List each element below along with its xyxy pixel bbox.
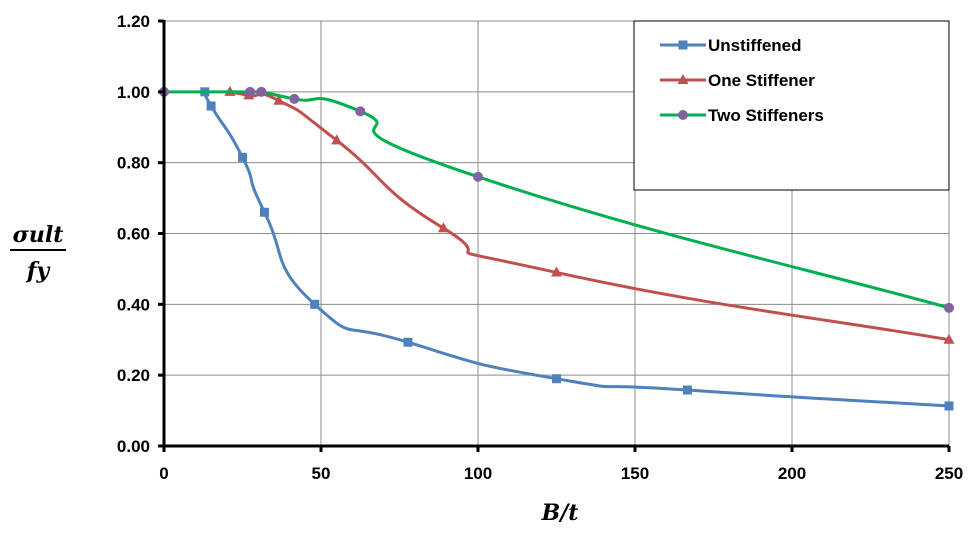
x-tick-label: 100 xyxy=(464,464,492,483)
data-point-triangle xyxy=(331,134,343,145)
legend-item: Unstiffened xyxy=(660,36,802,55)
data-point-square xyxy=(310,299,320,309)
y-tick-label: 0.40 xyxy=(117,295,150,314)
y-tick-label: 0.00 xyxy=(117,437,150,456)
series-two-stiffeners xyxy=(159,86,954,313)
legend-item: Two Stiffeners xyxy=(660,106,824,125)
data-point-triangle xyxy=(677,74,689,84)
axes xyxy=(158,19,951,452)
tick-labels: 0 50 100 150 200 250 0.00 0.20 0.40 0.60 0.80 1.00 1… xyxy=(117,12,963,483)
data-point-circle xyxy=(245,86,256,97)
data-point-square xyxy=(238,152,247,162)
data-point-triangle xyxy=(437,222,449,233)
data-point-circle xyxy=(678,110,688,120)
data-point-circle xyxy=(473,171,483,182)
y-tick-label: 1.20 xyxy=(117,12,150,31)
y-tick-label: 0.60 xyxy=(117,225,150,244)
legend: Unstiffened One Stiffener Two Stiffeners xyxy=(633,20,950,191)
data-point-circle xyxy=(256,86,267,97)
x-tick-label: 200 xyxy=(778,464,806,483)
x-axis-label: B/t xyxy=(541,500,579,526)
y-tick-label: 0.80 xyxy=(117,154,150,173)
data-point-square xyxy=(259,207,269,217)
legend-label: Two Stiffeners xyxy=(708,106,824,125)
y-tick-label: 1.00 xyxy=(117,83,150,102)
legend-item: One Stiffener xyxy=(660,71,815,90)
data-point-square xyxy=(206,101,216,111)
x-tick-label: 0 xyxy=(159,464,168,483)
data-point-triangle xyxy=(551,266,562,277)
data-point-circle xyxy=(355,106,366,117)
y-axis-denominator: fy xyxy=(25,258,51,284)
x-tick-label: 250 xyxy=(935,464,963,483)
x-axis-title: B/t xyxy=(541,500,579,526)
data-point-square xyxy=(944,401,954,411)
data-point-square xyxy=(682,385,692,395)
series-layer xyxy=(159,85,955,411)
legend-label: One Stiffener xyxy=(708,71,815,90)
x-tick-label: 150 xyxy=(621,464,649,483)
data-point-triangle xyxy=(273,94,285,105)
data-point-square xyxy=(552,374,561,384)
data-point-circle xyxy=(944,302,954,313)
data-point-triangle xyxy=(943,333,955,344)
x-tick-label: 50 xyxy=(312,464,331,483)
data-point-square xyxy=(678,40,688,50)
y-axis-numerator: σult xyxy=(13,222,64,248)
y-axis-label: σult fy xyxy=(10,222,66,284)
legend-label: Unstiffened xyxy=(708,36,802,55)
y-tick-label: 0.20 xyxy=(117,366,150,385)
data-point-circle xyxy=(289,93,300,104)
data-point-square xyxy=(403,337,413,347)
